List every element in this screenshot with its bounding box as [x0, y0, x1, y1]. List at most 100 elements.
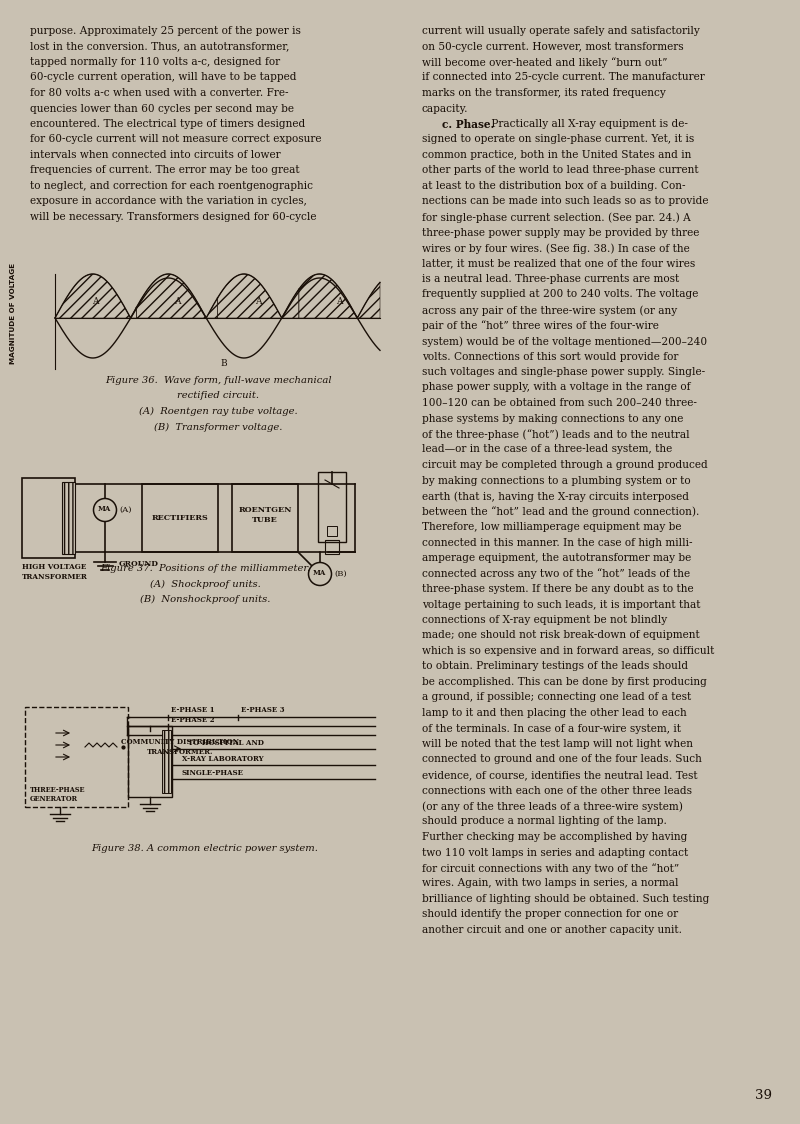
Text: connected in this manner. In the case of high milli-: connected in this manner. In the case of…	[422, 537, 693, 547]
Text: on 50-cycle current. However, most transformers: on 50-cycle current. However, most trans…	[422, 42, 684, 52]
Text: 100–120 can be obtained from such 200–240 three-: 100–120 can be obtained from such 200–24…	[422, 398, 697, 408]
Bar	[162, 729, 171, 794]
Text: if connected into 25-cycle current. The manufacturer: if connected into 25-cycle current. The …	[422, 73, 705, 82]
Text: connected across any two of the “hot” leads of the: connected across any two of the “hot” le…	[422, 569, 690, 579]
Text: pair of the “hot” three wires of the four-wire: pair of the “hot” three wires of the fou…	[422, 320, 659, 332]
Text: system) would be of the voltage mentioned—200–240: system) would be of the voltage mentione…	[422, 336, 707, 346]
Text: Figure 36.  Wave form, full-wave mechanical: Figure 36. Wave form, full-wave mechanic…	[105, 377, 331, 386]
Text: E-PHASE 3: E-PHASE 3	[241, 707, 285, 715]
Text: across any pair of the three-wire system (or any: across any pair of the three-wire system…	[422, 305, 677, 316]
Text: connections with each one of the other three leads: connections with each one of the other t…	[422, 786, 692, 796]
Text: 60-cycle current operation, will have to be tapped: 60-cycle current operation, will have to…	[30, 73, 297, 82]
Text: COMMUNITY DISTRIBUTION
TRANSFORMER.: COMMUNITY DISTRIBUTION TRANSFORMER.	[121, 738, 239, 755]
Text: for circuit connections with any two of the “hot”: for circuit connections with any two of …	[422, 863, 679, 873]
Text: by making connections to a plumbing system or to: by making connections to a plumbing syst…	[422, 475, 690, 486]
Text: tapped normally for 110 volts a-c, designed for: tapped normally for 110 volts a-c, desig…	[30, 57, 280, 67]
Text: MA: MA	[313, 569, 326, 577]
Text: frequently supplied at 200 to 240 volts. The voltage: frequently supplied at 200 to 240 volts.…	[422, 290, 698, 299]
Text: is a neutral lead. Three-phase currents are most: is a neutral lead. Three-phase currents …	[422, 274, 679, 284]
Text: E-PHASE 2: E-PHASE 2	[171, 716, 214, 724]
Text: circuit may be completed through a ground produced: circuit may be completed through a groun…	[422, 460, 708, 470]
Text: phase power supply, with a voltage in the range of: phase power supply, with a voltage in th…	[422, 382, 690, 392]
Text: intervals when connected into circuits of lower: intervals when connected into circuits o…	[30, 149, 281, 160]
Text: be accomplished. This can be done by first producing: be accomplished. This can be done by fir…	[422, 677, 707, 687]
Bar	[22, 478, 75, 558]
Text: voltage pertaining to such leads, it is important that: voltage pertaining to such leads, it is …	[422, 599, 701, 609]
Text: for 60-cycle current will not measure correct exposure: for 60-cycle current will not measure co…	[30, 135, 322, 145]
Text: brilliance of lighting should be obtained. Such testing: brilliance of lighting should be obtaine…	[422, 894, 710, 904]
Text: ROENTGEN
TUBE: ROENTGEN TUBE	[238, 506, 292, 524]
Text: will be noted that the test lamp will not light when: will be noted that the test lamp will no…	[422, 738, 693, 749]
Text: latter, it must be realized that one of the four wires: latter, it must be realized that one of …	[422, 259, 695, 269]
Text: (B)  Nonshockproof units.: (B) Nonshockproof units.	[140, 595, 270, 604]
Text: 39: 39	[755, 1089, 772, 1102]
Bar	[327, 526, 337, 536]
Text: TO HOSPITAL AND: TO HOSPITAL AND	[188, 738, 264, 747]
Text: for 80 volts a-c when used with a converter. Fre-: for 80 volts a-c when used with a conver…	[30, 88, 289, 98]
Text: Figure 38. A common electric power system.: Figure 38. A common electric power syste…	[91, 844, 318, 853]
Text: made; one should not risk break-down of equipment: made; one should not risk break-down of …	[422, 631, 700, 641]
Text: THREE-PHASE
GENERATOR: THREE-PHASE GENERATOR	[30, 786, 86, 803]
Text: volts. Connections of this sort would provide for: volts. Connections of this sort would pr…	[422, 352, 678, 362]
Text: E-PHASE 1: E-PHASE 1	[171, 707, 214, 715]
Text: rectified circuit.: rectified circuit.	[177, 391, 259, 400]
Bar	[62, 482, 75, 554]
Text: B: B	[221, 360, 227, 369]
Bar	[128, 726, 172, 797]
Bar	[318, 472, 346, 542]
Bar	[232, 484, 298, 552]
Text: wires. Again, with two lamps in series, a normal: wires. Again, with two lamps in series, …	[422, 879, 678, 888]
Bar	[325, 540, 339, 554]
Text: purpose. Approximately 25 percent of the power is: purpose. Approximately 25 percent of the…	[30, 26, 301, 36]
Text: phase systems by making connections to any one: phase systems by making connections to a…	[422, 414, 683, 424]
Text: Therefore, low milliamperage equipment may be: Therefore, low milliamperage equipment m…	[422, 522, 682, 532]
Text: capacity.: capacity.	[422, 103, 469, 114]
Text: common practice, both in the United States and in: common practice, both in the United Stat…	[422, 149, 691, 160]
Text: another circuit and one or another capacity unit.: another circuit and one or another capac…	[422, 925, 682, 935]
Text: wires or by four wires. (See fig. 38.) In case of the: wires or by four wires. (See fig. 38.) I…	[422, 243, 690, 254]
Text: lost in the conversion. Thus, an autotransformer,: lost in the conversion. Thus, an autotra…	[30, 42, 290, 52]
Text: A: A	[92, 297, 99, 306]
Text: (A)  Shockproof units.: (A) Shockproof units.	[150, 580, 260, 589]
Text: encountered. The electrical type of timers designed: encountered. The electrical type of time…	[30, 119, 306, 129]
Text: nections can be made into such leads so as to provide: nections can be made into such leads so …	[422, 197, 709, 207]
Text: Practically all X-ray equipment is de-: Practically all X-ray equipment is de-	[489, 119, 688, 129]
Text: GROUND: GROUND	[119, 560, 159, 568]
Text: amperage equipment, the autotransformer may be: amperage equipment, the autotransformer …	[422, 553, 691, 563]
Text: three-phase system. If there be any doubt as to the: three-phase system. If there be any doub…	[422, 584, 694, 593]
Text: MA: MA	[98, 505, 111, 513]
Text: at least to the distribution box of a building. Con-: at least to the distribution box of a bu…	[422, 181, 686, 191]
Text: which is so expensive and in forward areas, so difficult: which is so expensive and in forward are…	[422, 646, 714, 656]
Text: of the terminals. In case of a four-wire system, it: of the terminals. In case of a four-wire…	[422, 724, 681, 734]
Text: between the “hot” lead and the ground connection).: between the “hot” lead and the ground co…	[422, 507, 699, 517]
Text: HIGH VOLTAGE
TRANSFORMER: HIGH VOLTAGE TRANSFORMER	[22, 563, 88, 581]
Text: of the three-phase (“hot”) leads and to the neutral: of the three-phase (“hot”) leads and to …	[422, 429, 690, 439]
Text: A: A	[174, 297, 180, 306]
Text: Figure 37.  Positions of the milliammeter.: Figure 37. Positions of the milliammeter…	[100, 564, 310, 573]
Text: (B): (B)	[334, 570, 347, 578]
Text: connections of X-ray equipment be not blindly: connections of X-ray equipment be not bl…	[422, 615, 667, 625]
Text: (B)  Transformer voltage.: (B) Transformer voltage.	[154, 423, 282, 432]
Bar	[25, 707, 128, 807]
Text: exposure in accordance with the variation in cycles,: exposure in accordance with the variatio…	[30, 197, 307, 207]
Text: should identify the proper connection for one or: should identify the proper connection fo…	[422, 909, 678, 919]
Text: will be necessary. Transformers designed for 60-cycle: will be necessary. Transformers designed…	[30, 212, 317, 223]
Text: signed to operate on single-phase current. Yet, it is: signed to operate on single-phase curren…	[422, 135, 694, 145]
Text: two 110 volt lamps in series and adapting contact: two 110 volt lamps in series and adaptin…	[422, 847, 688, 858]
Text: A: A	[336, 297, 342, 306]
Text: for single-phase current selection. (See par. 24.) A: for single-phase current selection. (See…	[422, 212, 690, 223]
Text: connected to ground and one of the four leads. Such: connected to ground and one of the four …	[422, 754, 702, 764]
Text: MAGNITUDE OF VOLTAGE: MAGNITUDE OF VOLTAGE	[10, 262, 16, 363]
Text: Further checking may be accomplished by having: Further checking may be accomplished by …	[422, 832, 687, 842]
Text: to obtain. Preliminary testings of the leads should: to obtain. Preliminary testings of the l…	[422, 662, 688, 671]
Text: (A)  Roentgen ray tube voltage.: (A) Roentgen ray tube voltage.	[138, 407, 298, 416]
Text: X-RAY LABORATORY: X-RAY LABORATORY	[182, 755, 264, 763]
Circle shape	[94, 499, 117, 522]
Text: c. Phase.: c. Phase.	[442, 119, 494, 130]
Text: quencies lower than 60 cycles per second may be: quencies lower than 60 cycles per second…	[30, 103, 294, 114]
Text: lamp to it and then placing the other lead to each: lamp to it and then placing the other le…	[422, 708, 686, 718]
Text: earth (that is, having the X-ray circuits interposed: earth (that is, having the X-ray circuit…	[422, 491, 689, 501]
Text: current will usually operate safely and satisfactorily: current will usually operate safely and …	[422, 26, 700, 36]
Text: such voltages and single-phase power supply. Single-: such voltages and single-phase power sup…	[422, 368, 705, 377]
Text: (or any of the three leads of a three-wire system): (or any of the three leads of a three-wi…	[422, 801, 683, 812]
